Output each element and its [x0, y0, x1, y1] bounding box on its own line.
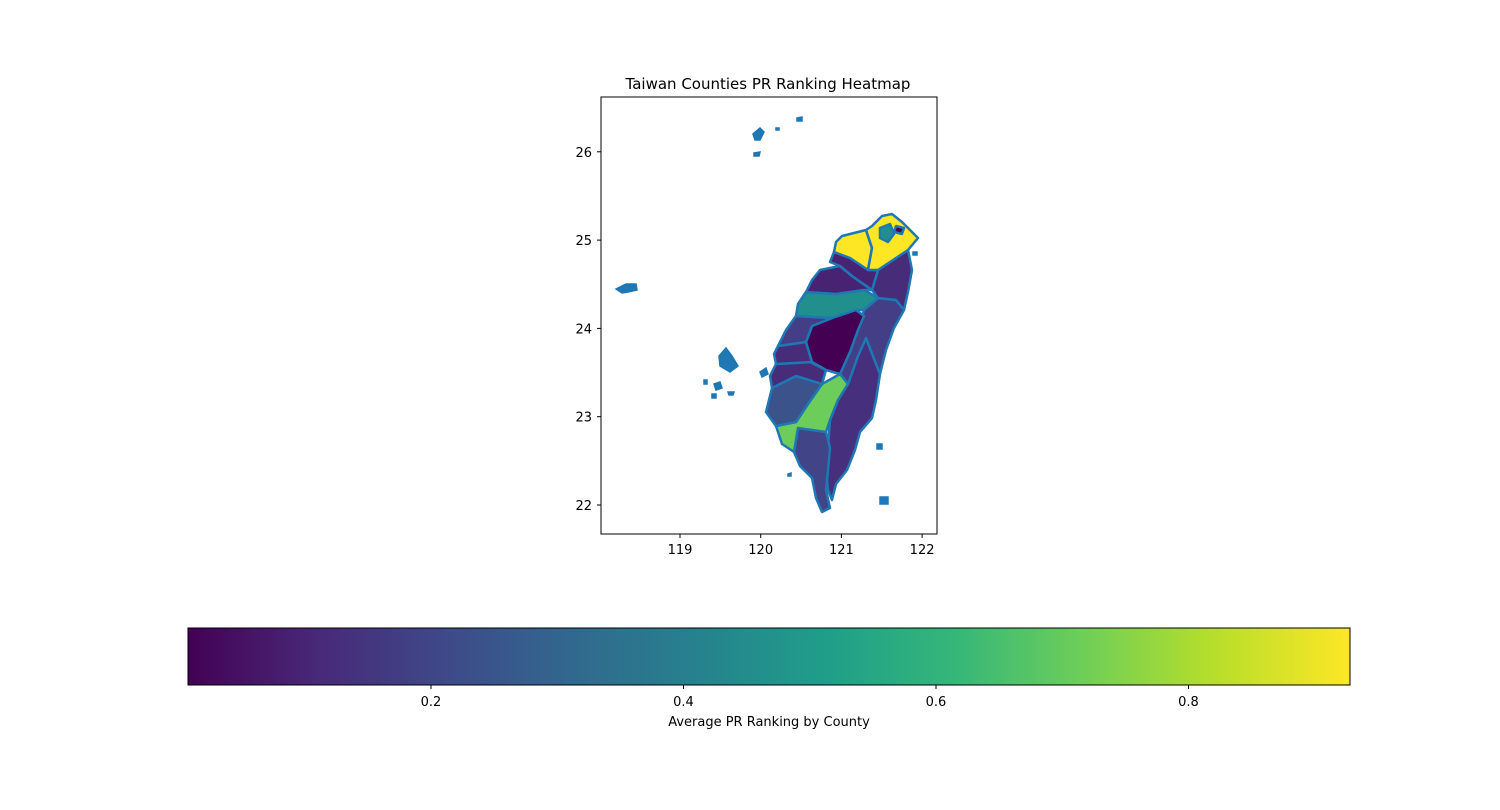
- island-penghu: [718, 346, 739, 373]
- island-green: [876, 443, 883, 450]
- y-tick-label: 26: [575, 146, 592, 161]
- y-tick-label: 25: [575, 234, 592, 249]
- region-keelung: [892, 224, 906, 236]
- island-gueishan: [912, 251, 918, 256]
- colorbar: [187, 627, 1351, 686]
- island-matsu-4: [753, 151, 762, 157]
- y-tick-label: 23: [575, 411, 592, 426]
- map-title: Taiwan Counties PR Ranking Heatmap: [625, 75, 911, 93]
- x-tick-label: 122: [910, 543, 935, 558]
- y-tick-label: 24: [575, 322, 592, 337]
- map-regions: [764, 212, 920, 514]
- colorbar-tick-label: 0.6: [926, 695, 947, 710]
- x-tick-label: 121: [829, 543, 854, 558]
- island-matsu-3: [775, 127, 780, 131]
- x-tick-label: 119: [668, 543, 693, 558]
- island-orchid: [879, 496, 889, 505]
- island-liuqiu: [787, 471, 792, 477]
- colorbar-axis: 0.2 0.4 0.6 0.8: [421, 685, 1199, 710]
- region-pingtung: [792, 426, 832, 514]
- island-west-1: [759, 366, 769, 379]
- island-penghu-4: [726, 391, 736, 396]
- region-taipei-center: [878, 222, 896, 244]
- colorbar-tick-label: 0.2: [421, 695, 442, 710]
- x-axis: 119 120 121 122: [668, 534, 935, 558]
- island-matsu-2: [796, 116, 803, 122]
- colorbar-tick-label: 0.8: [1178, 695, 1199, 710]
- y-tick-label: 22: [575, 499, 592, 514]
- island-kinmen: [614, 283, 638, 294]
- island-penghu-5: [703, 379, 708, 385]
- island-penghu-3: [711, 393, 717, 399]
- colorbar-tick-label: 0.4: [673, 695, 694, 710]
- island-matsu: [752, 126, 765, 141]
- x-tick-label: 120: [748, 543, 773, 558]
- offshore-islands: [614, 116, 918, 505]
- island-penghu-2: [713, 381, 723, 391]
- colorbar-label: Average PR Ranking by County: [668, 715, 870, 730]
- y-axis: 22 23 24 25 26: [575, 146, 601, 514]
